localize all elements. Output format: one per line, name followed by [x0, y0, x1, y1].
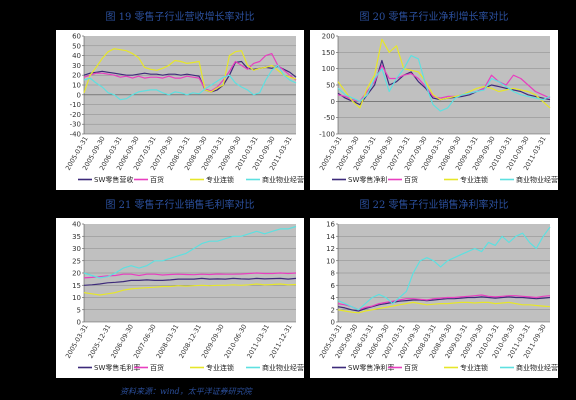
y-tick-label: 100	[322, 65, 335, 73]
y-tick-label: 200	[322, 33, 335, 41]
y-tick-label: 35	[72, 233, 81, 241]
series-line-2	[83, 53, 297, 92]
chart-21: 05101520253035402005-03-312005-12-312006…	[56, 218, 304, 378]
chart-22: 02468101214162005-03-312005-09-302006-03…	[310, 218, 558, 378]
legend-label: 商业物业经营	[262, 363, 304, 372]
y-tick-label: 12	[326, 245, 335, 253]
legend-label: SW零售营收	[94, 175, 133, 184]
y-tick-label: 30	[72, 62, 81, 70]
y-tick-label: 50	[326, 82, 335, 90]
legend-label: SW零售净利	[348, 175, 387, 184]
y-tick-label: 0	[331, 98, 335, 106]
legend-label: 商业物业经营	[262, 175, 304, 184]
y-tick-label: 5	[77, 306, 81, 314]
series-line-1	[83, 277, 297, 286]
legend-label: 百货	[150, 175, 164, 184]
series-line-2	[337, 294, 551, 311]
chart-20-panel: 图 20 零售子行业净利增长率对比 -100 -50 0 50 100 150 200 200…	[310, 10, 558, 190]
y-tick-label: -50	[324, 114, 335, 122]
y-tick-label: 6	[331, 282, 336, 290]
series-line-4	[83, 64, 297, 101]
legend-label: 百货	[150, 363, 164, 372]
series-line-3	[337, 38, 551, 109]
y-tick-label: 8	[331, 270, 335, 278]
legend-label: 商业物业经营	[516, 363, 558, 372]
y-tick-label: 150	[322, 49, 335, 57]
chart-21-panel: 图 21 零售子行业销售毛利率对比 0 5 10 15 20 25 30 35 40 2005-0…	[56, 198, 304, 378]
chart-22-panel: 图 22 零售子行业销售净利率对比 0 2 4 6 8 10 12 14 16 2005-03-3…	[310, 198, 558, 378]
y-tick-label: 50	[72, 42, 81, 50]
chart-title: 图 22 零售子行业销售净利率对比	[359, 200, 509, 211]
y-tick-label: 2	[331, 306, 335, 314]
chart-title: 图 21 零售子行业销售毛利率对比	[105, 200, 255, 211]
series-line-1	[337, 296, 551, 312]
legend-label: 专业连锁	[206, 363, 234, 372]
legend-label: 百货	[404, 363, 418, 372]
series-line-4	[83, 225, 297, 279]
series-line-3	[83, 283, 297, 296]
y-tick-label: 25	[72, 257, 81, 265]
y-tick-label: 10	[72, 82, 81, 90]
y-tick-label: 10	[326, 257, 335, 265]
series-line-3	[83, 48, 297, 93]
y-tick-label: -30	[70, 121, 81, 129]
y-tick-label: -40	[70, 131, 81, 139]
legend-label: 百货	[404, 175, 418, 184]
legend-label: 专业连锁	[460, 363, 488, 372]
y-tick-label: 14	[326, 233, 335, 241]
chart-20: -100-500501001502002005-03-312005-09-302…	[310, 30, 558, 190]
legend-label: SW零售净利率	[348, 363, 394, 372]
series-line-4	[337, 55, 551, 112]
source-note: 资料来源：wind，太平洋证券研究院	[120, 387, 252, 396]
y-tick-label: 30	[72, 245, 81, 253]
legend-label: SW零售毛利率	[94, 363, 140, 372]
legend-label: 专业连锁	[206, 175, 234, 184]
y-tick-label: 0	[331, 319, 335, 327]
y-tick-label: -10	[70, 101, 81, 109]
y-tick-label: 4	[331, 294, 336, 302]
series-line-2	[83, 272, 297, 279]
y-tick-label: 20	[72, 72, 81, 80]
series-line-4	[337, 226, 551, 311]
y-tick-label: 10	[72, 294, 81, 302]
y-tick-label: 16	[326, 221, 335, 229]
y-tick-label: 60	[72, 33, 81, 41]
legend-label: 商业物业经营	[516, 175, 558, 184]
y-tick-label: -20	[70, 111, 81, 119]
series-line-3	[337, 301, 551, 314]
chart-19-panel: 图 19 零售子行业营收增长率对比 -40 -30 -20 -10 0 10 20 30 40 5…	[56, 10, 304, 190]
chart-19: -40-30-20-1001020304050602005-03-312005-…	[56, 30, 304, 190]
series-line-2	[337, 64, 551, 102]
chart-title: 图 20 零售子行业净利增长率对比	[359, 12, 509, 23]
y-tick-label: 40	[72, 52, 81, 60]
legend-label: 专业连锁	[460, 175, 488, 184]
y-tick-label: 15	[72, 282, 81, 290]
chart-title: 图 19 零售子行业营收增长率对比	[105, 12, 255, 23]
y-tick-label: 40	[72, 221, 81, 229]
y-tick-label: 0	[77, 91, 81, 99]
y-tick-label: 20	[72, 270, 81, 278]
y-tick-label: 0	[77, 319, 81, 327]
y-tick-label: -100	[319, 131, 335, 139]
